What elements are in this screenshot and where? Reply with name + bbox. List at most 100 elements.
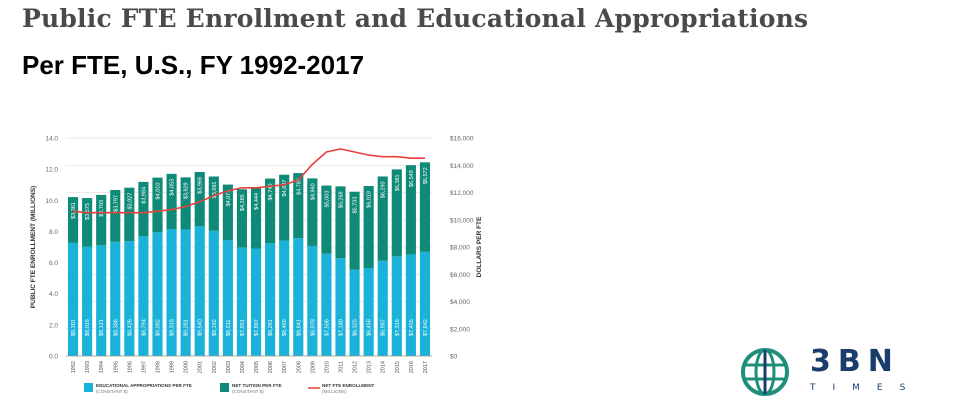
bar-label-appropriations: $7,887 [254, 319, 260, 336]
y-tick-label: 2.0 [49, 322, 58, 329]
x-tick-label: 2002 [212, 361, 218, 373]
bar-tuition [349, 191, 360, 270]
bar-tuition [279, 174, 290, 241]
bar-appropriations [236, 247, 248, 356]
line-enrollment [72, 148, 425, 214]
bar-appropriations [377, 260, 388, 356]
bar-tuition [391, 169, 402, 257]
bar-appropriations [279, 240, 290, 356]
x-tick-label: 1999 [170, 361, 176, 373]
bar-label-appropriations: $7,951 [240, 319, 246, 336]
bar-label-tuition: $3,927 [127, 193, 133, 210]
bar-appropriations [208, 230, 219, 356]
bar-label-tuition: $6,549 [409, 170, 415, 187]
x-tick-label: 1998 [156, 361, 162, 373]
bar-tuition [363, 186, 374, 269]
bar-label-appropriations: $8,469 [282, 319, 288, 336]
page-title: Public FTE Enrollment and Educational Ap… [22, 4, 809, 33]
bar-label-appropriations: $7,455 [409, 319, 415, 336]
bar-label-appropriations: $8,078 [310, 319, 316, 336]
bar-appropriations [363, 268, 374, 356]
bar-tuition [67, 197, 79, 243]
bar-label-appropriations: $8,386 [113, 319, 119, 336]
y-tick-label: 14.0 [45, 136, 58, 143]
bar-label-tuition: $6,019 [367, 191, 373, 208]
bar-label-appropriations: $8,281 [268, 319, 274, 336]
bar-appropriations [419, 251, 431, 356]
x-tick-label: 2008 [296, 361, 302, 373]
x-tick-label: 2012 [353, 361, 359, 373]
y2-tick-label: $14,000 [450, 163, 474, 170]
bar-label-appropriations: $8,426 [127, 319, 133, 336]
bar-tuition [307, 178, 318, 246]
x-tick-label: 2005 [254, 361, 260, 373]
bar-label-tuition: $3,966 [198, 177, 204, 194]
y2-tick-label: $6,000 [450, 272, 470, 279]
bar-appropriations [96, 245, 107, 356]
y-tick-label: 8.0 [49, 229, 58, 236]
bar-label-appropriations: $7,180 [339, 319, 345, 336]
bar-label-tuition: $6,381 [395, 174, 401, 191]
bar-tuition [236, 189, 248, 248]
bar-tuition [419, 162, 431, 252]
bar-tuition [138, 181, 149, 237]
legend-sublabel: (MILLIONS) [322, 389, 347, 394]
bar-label-appropriations: $6,987 [381, 319, 387, 336]
bar-appropriations [124, 241, 135, 356]
y2-tick-label: $2,000 [450, 326, 470, 333]
bar-appropriations [180, 229, 191, 356]
bar-tuition [82, 198, 93, 247]
bar-appropriations [250, 248, 262, 356]
bar-tuition [96, 194, 107, 246]
x-tick-label: 1997 [141, 361, 147, 373]
y-axis-title: PUBLIC FTE ENROLLMENT (MILLIONS) [30, 186, 37, 308]
y2-tick-label: $0 [450, 354, 458, 361]
bar-label-appropriations: $7,506 [324, 319, 330, 336]
bar-tuition [208, 176, 219, 231]
bar-label-appropriations: $6,458 [367, 319, 373, 336]
bar-tuition [265, 178, 276, 244]
logo-globe-icon [741, 348, 789, 396]
bar-label-appropriations: $8,301 [71, 319, 77, 336]
bar-label-tuition: $4,740 [268, 184, 274, 201]
y2-tick-label: $4,000 [450, 299, 470, 306]
x-tick-label: 2014 [381, 361, 387, 373]
x-tick-label: 1994 [99, 361, 105, 373]
bar-label-appropriations: $9,318 [170, 319, 176, 336]
bar-label-tuition: $3,829 [184, 182, 190, 199]
bar-label-tuition: $4,837 [282, 180, 288, 197]
legend-label: NET FTE ENROLLMENT [322, 383, 375, 388]
bar-tuition [293, 173, 304, 239]
bar-label-tuition: $6,190 [381, 181, 387, 198]
y-tick-label: 12.0 [45, 167, 58, 174]
bar-appropriations [307, 245, 318, 356]
bar-tuition [222, 184, 233, 241]
x-tick-label: 2009 [310, 361, 316, 373]
bar-tuition [110, 190, 121, 242]
bar-label-tuition: $3,797 [113, 195, 119, 212]
bar-appropriations [166, 229, 177, 356]
bar-label-tuition: $4,053 [170, 179, 176, 196]
x-tick-label: 2000 [184, 361, 190, 373]
bar-label-tuition: $3,575 [85, 203, 91, 220]
x-tick-label: 2011 [339, 361, 345, 373]
bar-tuition [194, 171, 205, 227]
y2-axis-title: DOLLARS PER FTE [476, 216, 483, 277]
x-tick-label: 2013 [367, 361, 373, 373]
x-tick-label: 2007 [282, 361, 288, 373]
bar-appropriations [265, 243, 276, 356]
bar-tuition [321, 185, 332, 254]
x-tick-label: 1993 [85, 361, 91, 373]
x-tick-label: 2003 [226, 361, 232, 373]
bar-label-appropriations: $7,642 [423, 319, 429, 336]
legend-sublabel: (CONSTANT $) [232, 389, 264, 394]
x-tick-label: 2004 [240, 361, 246, 373]
legend-swatch [84, 383, 93, 392]
bar-label-tuition: $4,784 [296, 178, 302, 195]
x-tick-label: 1992 [71, 361, 77, 373]
y2-tick-label: $8,000 [450, 245, 470, 252]
bar-label-tuition: $5,003 [324, 191, 330, 208]
bar-appropriations [152, 232, 163, 356]
bar-label-tuition: $3,984 [141, 187, 147, 204]
